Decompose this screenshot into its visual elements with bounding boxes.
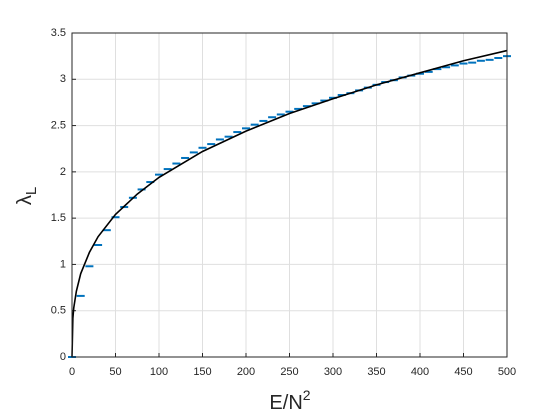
x-tick-label: 200	[237, 366, 255, 378]
y-tick-label: 3.5	[51, 27, 66, 39]
curve	[71, 49, 508, 358]
y-tick-label: 2	[60, 166, 66, 178]
x-axis-label: E/N2	[269, 387, 310, 415]
x-tick-label: 500	[498, 366, 516, 378]
x-tick-label: 350	[367, 366, 385, 378]
x-tick-label: 300	[324, 366, 342, 378]
y-axis-label: λL	[14, 187, 40, 205]
x-tick-label: 100	[150, 366, 168, 378]
y-tick-label: 0	[60, 351, 66, 363]
x-tick-label: 450	[454, 366, 472, 378]
x-label-sup: 2	[303, 387, 311, 403]
x-tick-label: 150	[193, 366, 211, 378]
y-tick-label: 0.5	[51, 305, 66, 317]
x-tick-label: 400	[411, 366, 429, 378]
y-label-sub: L	[23, 187, 40, 195]
y-tick-label: 1	[60, 258, 66, 270]
x-tick-label: 50	[109, 366, 121, 378]
y-tick-label: 1.5	[51, 212, 66, 224]
y-tick-label: 3	[60, 73, 66, 85]
y-label-main: λ	[14, 195, 36, 205]
x-tick-label: 0	[69, 366, 75, 378]
x-tick-label: 250	[280, 366, 298, 378]
plot-frame	[71, 32, 508, 358]
y-tick-label: 2.5	[51, 119, 66, 131]
x-label-main: E/N	[269, 392, 302, 414]
